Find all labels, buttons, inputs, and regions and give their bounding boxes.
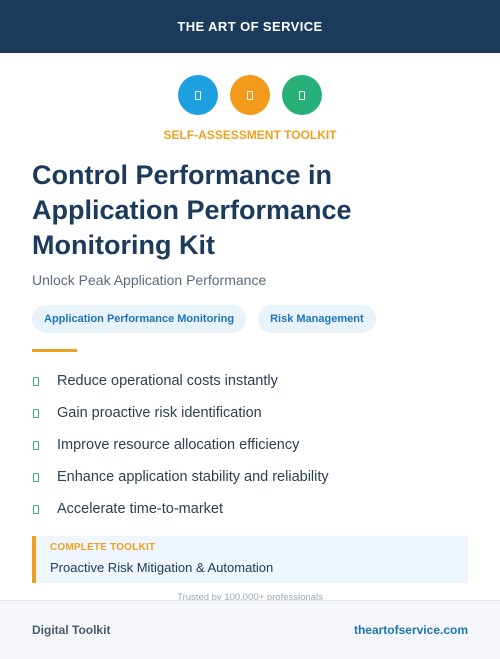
icon-row <box>0 75 500 115</box>
benefit-text: Accelerate time-to-market <box>57 501 223 517</box>
list-item: Improve resource allocation efficiency <box>32 429 472 461</box>
list-item: Gain proactive risk identification <box>32 397 472 429</box>
check-icon <box>33 408 39 418</box>
eyebrow-label: SELF-ASSESSMENT TOOLKIT <box>163 128 337 142</box>
orange-badge-icon <box>230 75 270 115</box>
check-icon <box>33 472 39 482</box>
check-icon <box>33 504 39 514</box>
check-icon <box>33 376 39 386</box>
benefit-text: Improve resource allocation efficiency <box>57 437 300 453</box>
benefit-list: Reduce operational costs instantly Gain … <box>32 365 472 525</box>
footer-label: Digital Toolkit <box>32 623 111 637</box>
blue-badge-icon <box>178 75 218 115</box>
subtitle: Unlock Peak Application Performance <box>32 272 267 288</box>
title-line-3: Monitoring Kit <box>32 230 215 260</box>
brand-name: THE ART OF SERVICE <box>177 19 323 34</box>
list-item: Reduce operational costs instantly <box>32 365 472 397</box>
trusted-note: Trusted by 100,000+ professionals <box>177 592 323 600</box>
check-icon <box>33 440 39 450</box>
list-item: Enhance application stability and reliab… <box>32 461 472 493</box>
accent-divider <box>32 349 77 352</box>
green-badge-icon <box>282 75 322 115</box>
benefit-text: Gain proactive risk identification <box>57 405 262 421</box>
title-line-2: Application Performance <box>32 195 352 225</box>
callout-label: COMPLETE TOOLKIT <box>50 542 156 553</box>
callout-value: Proactive Risk Mitigation & Automation <box>50 560 274 575</box>
title-line-1: Control Performance in <box>32 160 333 190</box>
list-item: Accelerate time-to-market <box>32 493 472 525</box>
tag-apm[interactable]: Application Performance Monitoring <box>32 305 247 333</box>
toolkit-callout: COMPLETE TOOLKIT Proactive Risk Mitigati… <box>32 536 468 583</box>
tag-risk-management[interactable]: Risk Management <box>258 305 376 333</box>
website-link[interactable]: theartofservice.com <box>353 623 468 637</box>
benefit-text: Reduce operational costs instantly <box>57 373 278 389</box>
footer: Digital Toolkit theartofservice.com <box>0 600 500 659</box>
tag-list: Application Performance Monitoring Risk … <box>32 305 376 333</box>
top-banner: THE ART OF SERVICE <box>0 0 500 53</box>
page-title: Control Performance in Application Perfo… <box>32 158 472 263</box>
benefit-text: Enhance application stability and reliab… <box>57 469 329 485</box>
